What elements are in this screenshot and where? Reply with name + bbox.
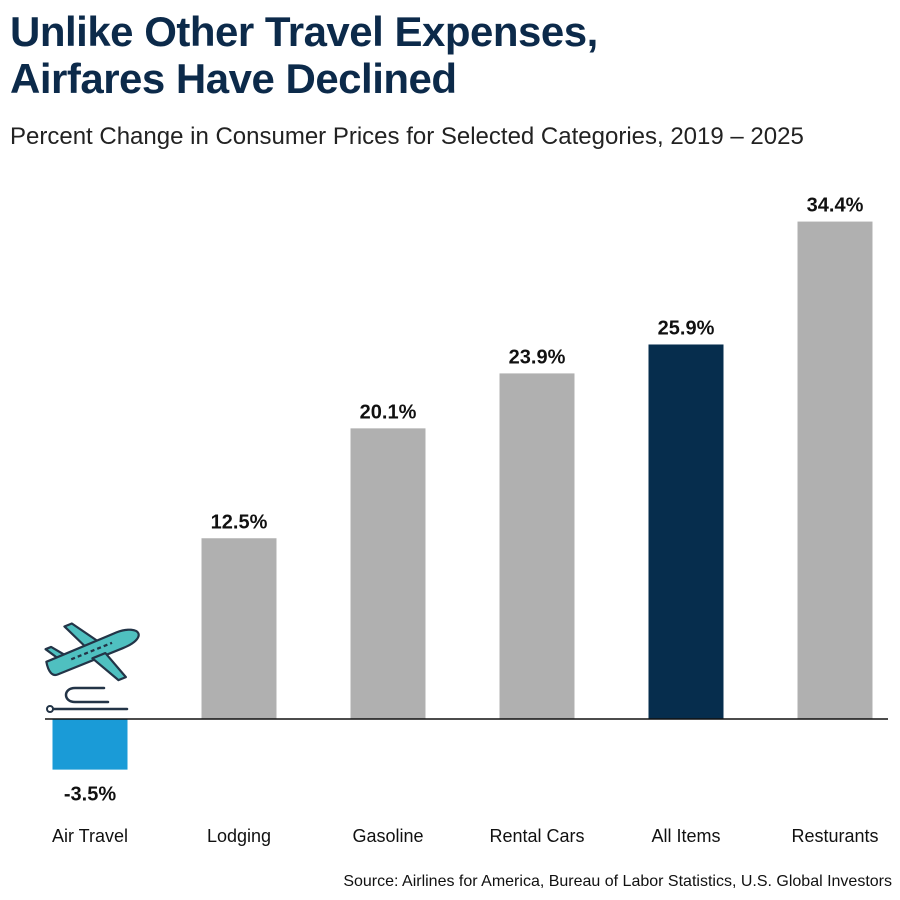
bar-resturants bbox=[797, 221, 873, 720]
bar-all-items bbox=[648, 344, 724, 719]
airplane-takeoff-icon bbox=[44, 622, 140, 713]
category-label: All Items bbox=[651, 826, 720, 846]
bar-gasoline bbox=[350, 428, 426, 719]
chart-title: Unlike Other Travel Expenses, Airfares H… bbox=[10, 8, 890, 102]
value-label: 23.9% bbox=[509, 346, 566, 368]
bar-group bbox=[52, 221, 873, 770]
category-label: Lodging bbox=[207, 826, 271, 846]
chart-title-line-1: Unlike Other Travel Expenses, bbox=[10, 8, 598, 55]
bar-air-travel bbox=[52, 719, 128, 770]
category-label: Rental Cars bbox=[489, 826, 584, 846]
value-label: 34.4% bbox=[807, 195, 864, 217]
source-note: Source: Airlines for America, Bureau of … bbox=[343, 873, 892, 890]
value-label: 12.5% bbox=[211, 511, 268, 533]
category-label: Gasoline bbox=[352, 826, 423, 846]
value-label: 20.1% bbox=[360, 401, 417, 423]
category-label-group: Air Travel Lodging Gasoline Rental Cars All … bbox=[52, 826, 879, 846]
bar-lodging bbox=[201, 538, 277, 719]
value-label: 25.9% bbox=[658, 317, 715, 339]
value-label-group: -3.5% 12.5% 20.1% 23.9% 25.9% 34.4% bbox=[64, 195, 864, 806]
bar-rental-cars bbox=[499, 373, 575, 719]
value-label: -3.5% bbox=[64, 784, 116, 806]
category-label: Resturants bbox=[791, 826, 878, 846]
chart-title-line-2: Airfares Have Declined bbox=[10, 55, 457, 102]
category-label: Air Travel bbox=[52, 826, 128, 846]
chart-subtitle: Percent Change in Consumer Prices for Se… bbox=[10, 123, 804, 150]
